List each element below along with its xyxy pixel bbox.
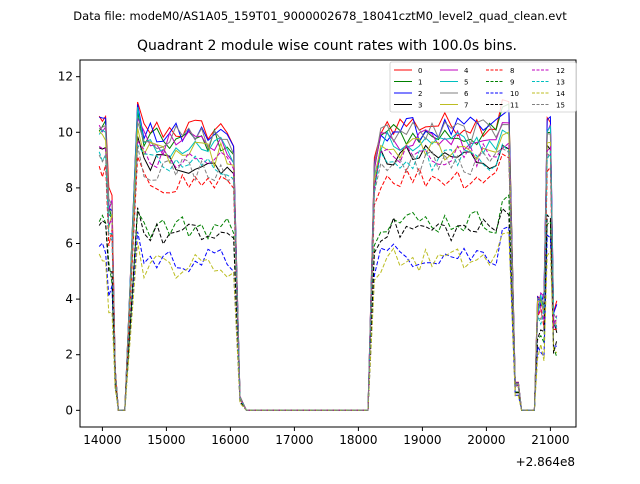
series-line-4	[98, 117, 558, 411]
series-line-5	[98, 107, 558, 411]
x-tick-label: 17000	[275, 433, 313, 447]
legend-label-9: 9	[510, 79, 514, 87]
figure-suptitle: Data file: modeM0/AS1A05_159T01_90000026…	[73, 9, 567, 23]
x-tick-label: 16000	[211, 433, 249, 447]
legend-label-7: 7	[464, 102, 468, 110]
legend-label-10: 10	[510, 90, 519, 98]
x-tick-label: 14000	[83, 433, 121, 447]
y-tick-label: 6	[65, 237, 73, 251]
legend-label-13: 13	[556, 79, 565, 87]
legend-label-8: 8	[510, 67, 514, 75]
y-tick-label: 12	[58, 70, 73, 84]
legend-label-11: 11	[510, 102, 519, 110]
x-tick-label: 20000	[467, 433, 505, 447]
series-line-13	[98, 143, 558, 411]
y-tick-label: 0	[65, 403, 73, 417]
x-tick-label: 19000	[403, 433, 441, 447]
legend-label-14: 14	[556, 90, 565, 98]
legend-label-2: 2	[418, 90, 422, 98]
y-tick-label: 8	[65, 181, 73, 195]
series-line-10	[98, 225, 557, 411]
legend-label-0: 0	[418, 67, 422, 75]
plot-area	[98, 99, 558, 411]
y-tick-label: 4	[65, 292, 73, 306]
legend-box	[389, 61, 577, 113]
series-line-15	[98, 145, 558, 411]
series-line-7	[98, 128, 558, 411]
series-line-11	[98, 207, 558, 411]
chart-title: Quadrant 2 module wise count rates with …	[137, 38, 517, 54]
legend-label-4: 4	[464, 67, 469, 75]
legend-label-6: 6	[464, 90, 469, 98]
legend-label-15: 15	[556, 102, 565, 110]
x-tick-label: 15000	[147, 433, 185, 447]
series-line-12	[98, 139, 558, 411]
legend-label-1: 1	[418, 79, 422, 87]
y-tick-label: 2	[65, 348, 73, 362]
x-offset-label: +2.864e8	[516, 455, 575, 469]
legend-label-3: 3	[418, 102, 422, 110]
axes: 14000 15000 16000 17000 18000 19000 20000 21000…	[58, 59, 577, 447]
series-line-8	[98, 153, 557, 411]
legend-label-5: 5	[464, 79, 468, 87]
x-tick-label: 21000	[531, 433, 569, 447]
series-line-6	[98, 119, 557, 411]
series-line-9	[98, 193, 558, 411]
x-tick-label: 18000	[339, 433, 377, 447]
y-tick-label: 10	[58, 125, 73, 139]
legend-label-12: 12	[556, 67, 565, 75]
series-line-14	[98, 231, 558, 411]
